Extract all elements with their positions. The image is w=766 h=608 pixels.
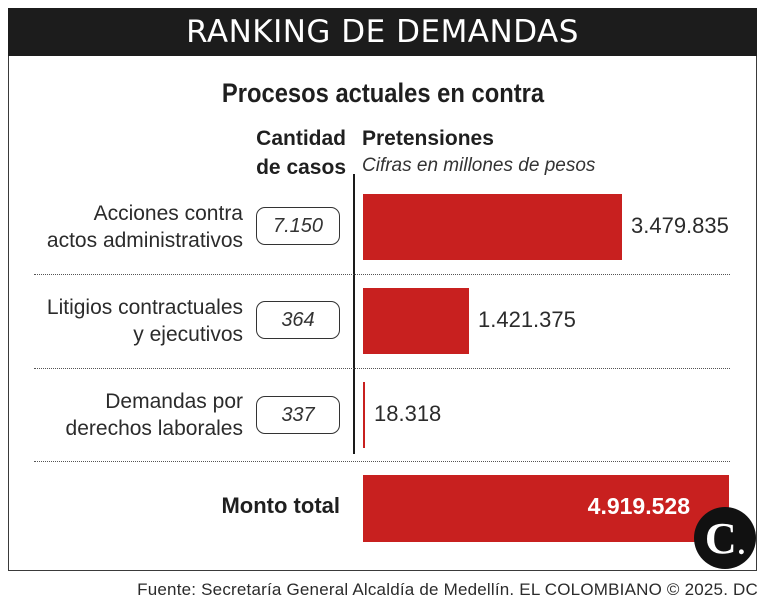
chart-subtitle: Procesos actuales en contra <box>221 78 545 108</box>
bar-demandas <box>363 382 365 448</box>
row-label-line2: y ejecutivos <box>133 323 243 346</box>
column-header-casos-line2: de casos <box>256 156 346 179</box>
column-header-casos: Cantidad de casos <box>236 124 346 182</box>
row-label-litigios: Litigios contractuales y ejecutivos <box>20 294 243 348</box>
logo-letter: C <box>704 513 737 563</box>
row-label-line1: Demandas por <box>105 390 243 413</box>
bar-litigios <box>363 288 469 354</box>
value-label-acciones: 3.479.835 <box>631 213 729 238</box>
row-divider <box>34 368 730 369</box>
total-value: 4.919.528 <box>587 493 690 519</box>
row-label-line1: Acciones contra <box>93 202 243 225</box>
column-header-casos-line1: Cantidad <box>256 127 346 150</box>
row-label-acciones: Acciones contra actos administrativos <box>20 200 243 254</box>
row-label-line1: Litigios contractuales <box>46 296 243 319</box>
el-colombiano-logo: C. <box>694 507 756 569</box>
header-title: RANKING DE DEMANDAS <box>186 14 579 50</box>
value-axis-line <box>353 174 355 454</box>
cases-pill-litigios: 364 <box>256 301 340 339</box>
bar-acciones <box>363 194 622 260</box>
row-label-demandas: Demandas por derechos laborales <box>20 388 243 442</box>
chart-header: RANKING DE DEMANDAS <box>8 8 757 56</box>
cases-pill-acciones: 7.150 <box>256 207 340 245</box>
row-label-line2: derechos laborales <box>65 417 243 440</box>
bar-total <box>363 475 729 542</box>
logo-dot: . <box>737 528 746 561</box>
cases-pill-demandas: 337 <box>256 396 340 434</box>
row-divider <box>34 461 730 462</box>
chart-frame <box>8 56 757 571</box>
column-header-pretensiones-sub: Cifras en millones de pesos <box>362 155 596 176</box>
source-note: Fuente: Secretaría General Alcaldía de M… <box>137 580 758 599</box>
row-label-line2: actos administrativos <box>46 229 243 252</box>
row-divider <box>34 274 730 275</box>
value-label-litigios: 1.421.375 <box>478 307 576 332</box>
value-label-demandas: 18.318 <box>374 401 442 426</box>
total-label: Monto total <box>221 493 340 518</box>
column-header-pretensiones: Pretensiones <box>362 127 494 150</box>
